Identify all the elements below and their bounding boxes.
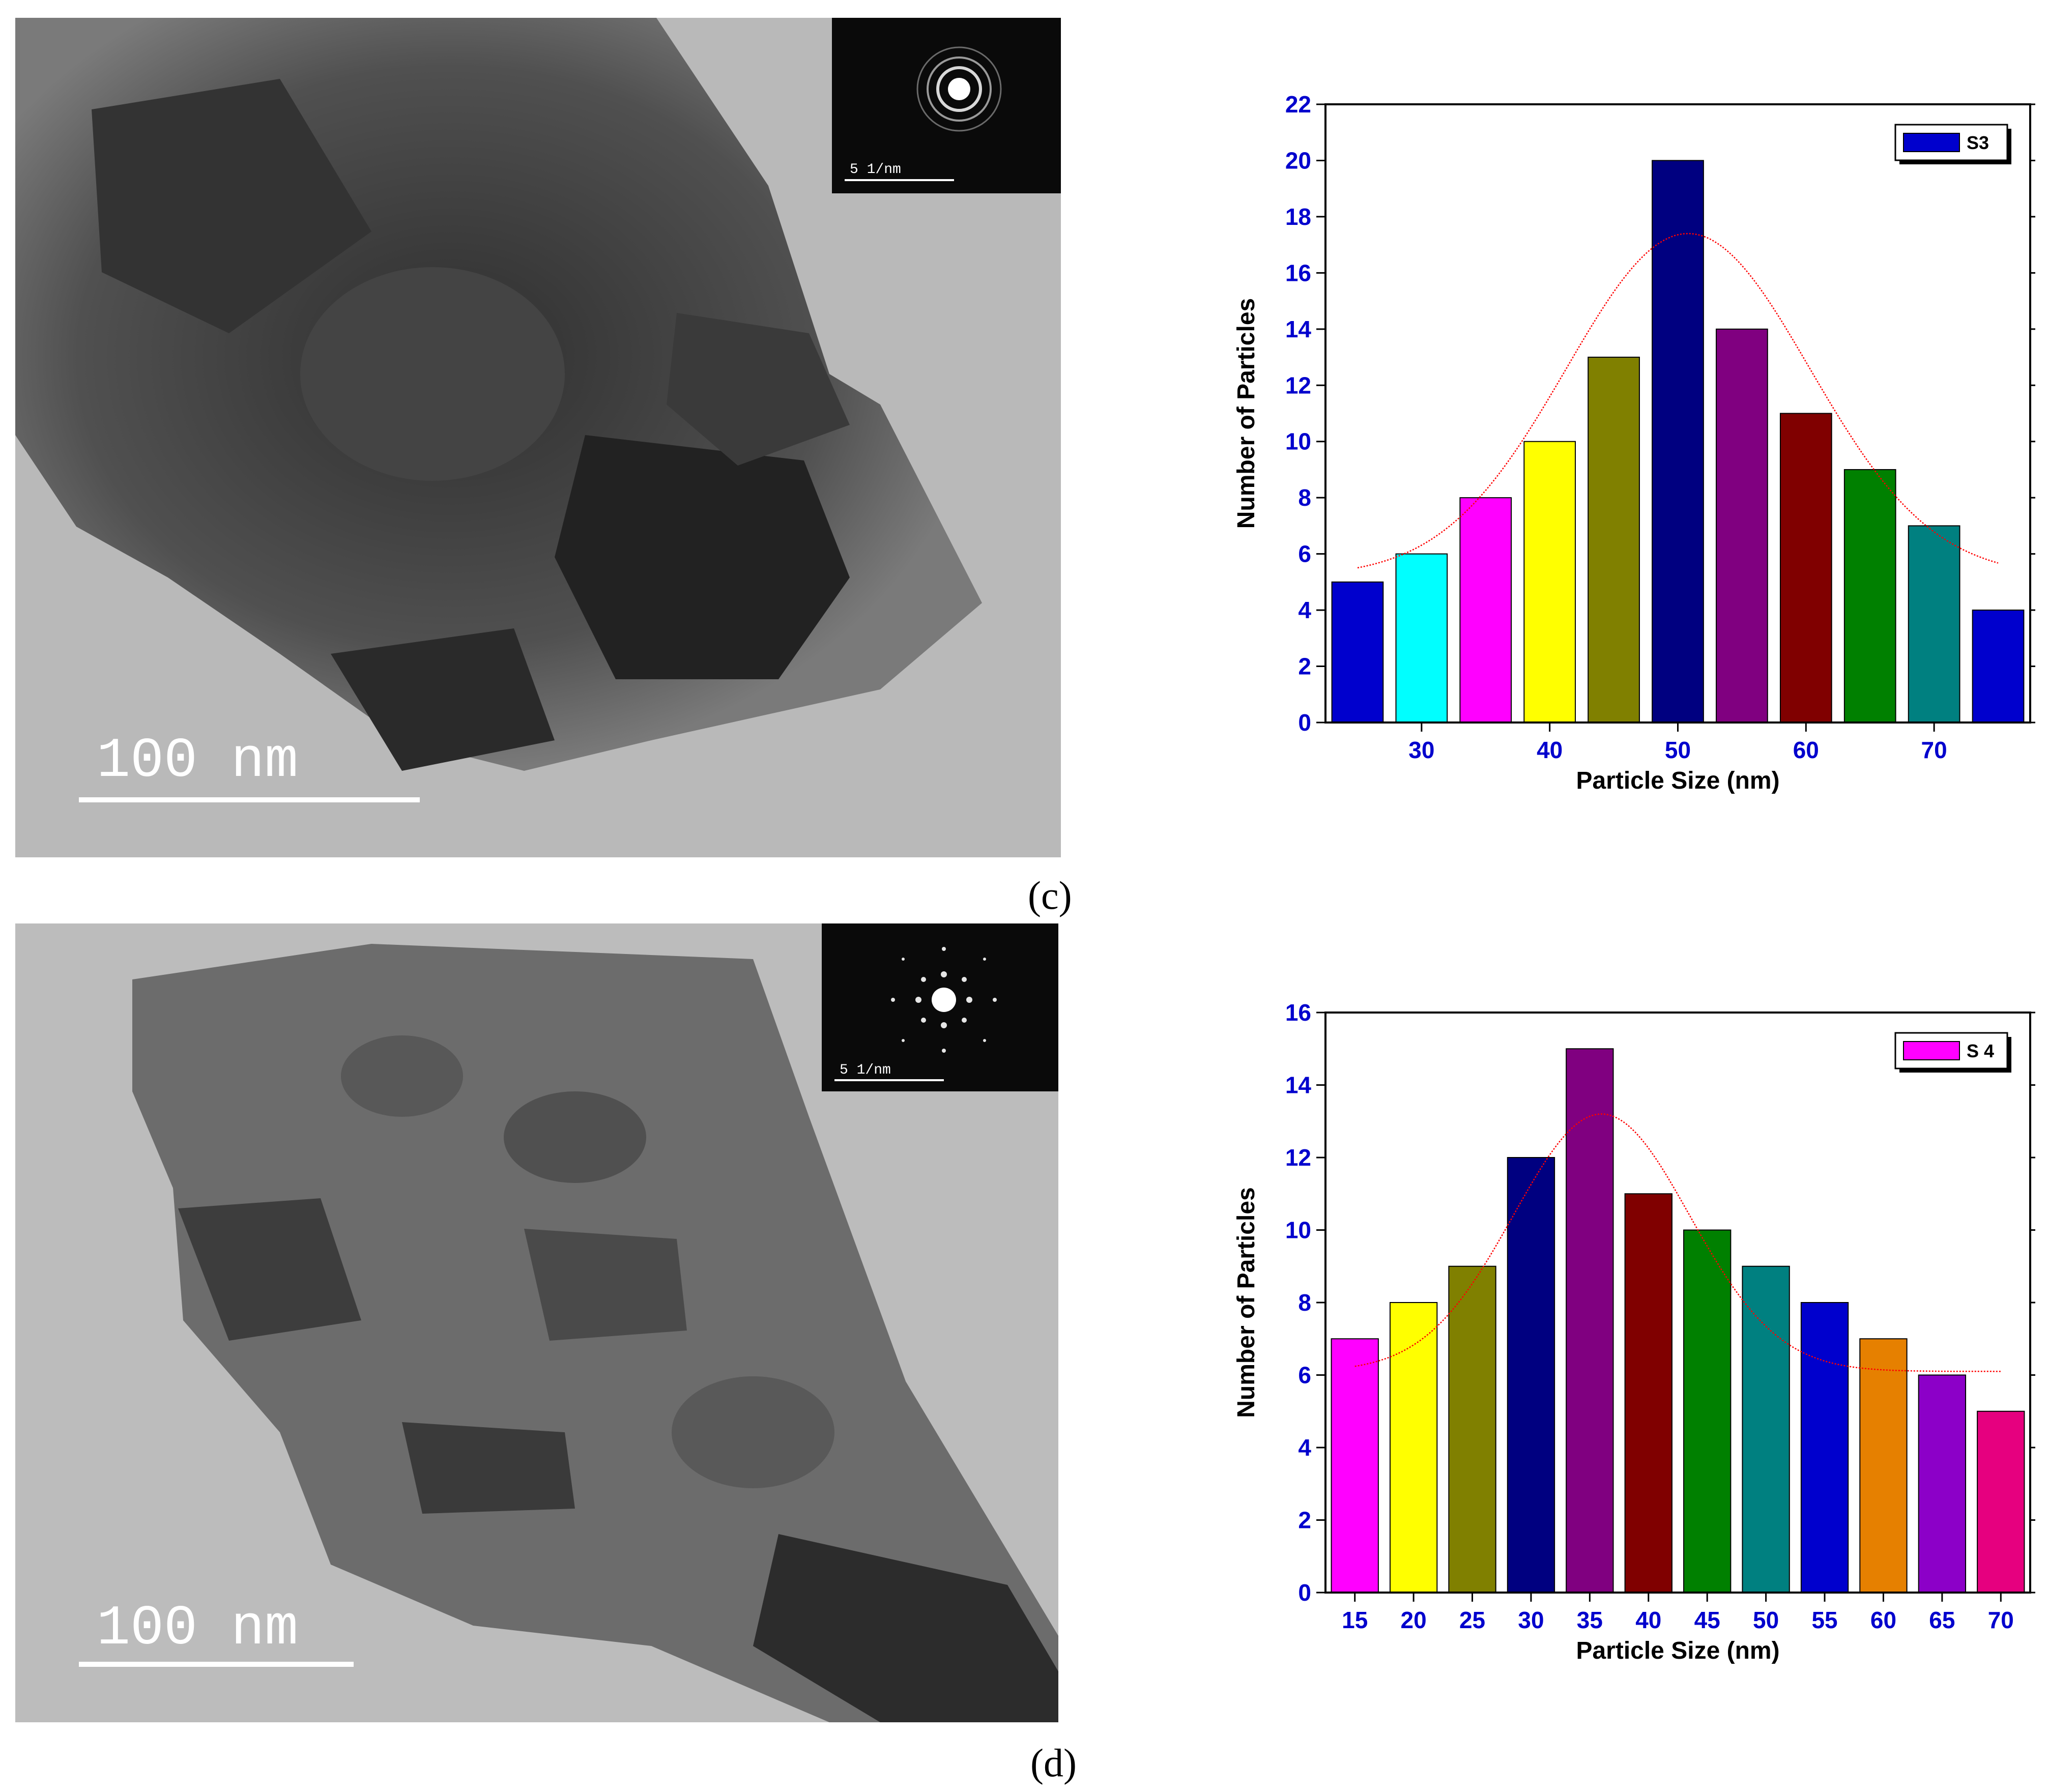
histogram-bar — [1566, 1048, 1614, 1593]
histogram-bar — [1331, 1338, 1379, 1593]
y-tick-label: 2 — [1298, 1507, 1311, 1534]
y-tick-label: 12 — [1285, 372, 1311, 398]
y-tick-label: 14 — [1285, 316, 1312, 342]
y-tick-label: 6 — [1298, 1362, 1311, 1389]
x-tick-label: 30 — [1408, 737, 1434, 763]
histogram-bar — [1977, 1410, 2025, 1593]
y-tick-label: 8 — [1298, 1289, 1311, 1316]
x-tick-label: 40 — [1537, 737, 1563, 763]
legend: S 4 — [1894, 1032, 2011, 1073]
scale-bar-label: 100 nm — [97, 730, 298, 793]
x-tick-label: 70 — [1988, 1607, 2014, 1633]
histogram-bar — [1523, 441, 1576, 723]
y-axis-label: Number of Particles — [1233, 1187, 1260, 1418]
y-tick-label: 22 — [1285, 91, 1311, 118]
x-tick-label: 30 — [1518, 1607, 1544, 1633]
y-tick-label: 20 — [1285, 147, 1311, 174]
histogram-bar — [1918, 1374, 1967, 1593]
x-tick-label: 50 — [1753, 1607, 1779, 1633]
y-tick-label: 10 — [1285, 428, 1311, 455]
panel-label-c: (c) — [1028, 873, 1072, 917]
histogram-bar — [1800, 1302, 1849, 1593]
histogram-bar — [1331, 581, 1384, 723]
y-axis-label: Number of Particles — [1233, 298, 1260, 529]
x-tick-label: 15 — [1342, 1607, 1368, 1633]
legend-label: S3 — [1967, 132, 1989, 153]
histogram-bar — [1683, 1229, 1732, 1593]
histogram-chart-d: 0 2 4 6 8 10 12 14 16 15 20 25 30 35 40 45 50 55 60 65 70 Par… — [1211, 997, 2045, 1682]
x-tick-label: 35 — [1577, 1607, 1603, 1633]
histogram-bar — [1459, 497, 1512, 723]
histogram-bar — [1908, 525, 1960, 724]
histogram-bar — [1448, 1265, 1496, 1593]
legend: S3 — [1894, 124, 2011, 164]
x-axis-label: Particle Size (nm) — [1576, 1637, 1779, 1664]
y-tick-label: 0 — [1298, 709, 1311, 736]
x-tick-label: 60 — [1793, 737, 1819, 763]
gaussian-fit-curve — [1354, 1113, 2001, 1372]
histogram-bar — [1859, 1338, 1908, 1593]
inset-scale-label: 5 1/nm — [840, 1062, 891, 1078]
gaussian-fit-curve — [1357, 233, 1999, 569]
y-tick-label: 16 — [1285, 259, 1311, 286]
y-tick-label: 4 — [1298, 597, 1311, 623]
histogram-svg-d: 0 2 4 6 8 10 12 14 16 15 20 25 30 35 40 45 50 55 60 65 70 Par… — [1233, 999, 2035, 1664]
inset-scale-label: 5 1/nm — [850, 162, 901, 178]
y-tick-label: 2 — [1298, 653, 1311, 680]
y-tick-label: 6 — [1298, 541, 1311, 567]
histogram-bar — [1395, 553, 1448, 723]
tem-micrograph-c: 100 nm 5 1/nm — [15, 18, 1061, 857]
x-tick-label: 50 — [1665, 737, 1691, 763]
histogram-bar — [1716, 328, 1768, 723]
legend-label: S 4 — [1967, 1040, 1994, 1061]
histogram-bar — [1588, 357, 1640, 723]
x-axis-label: Particle Size (nm) — [1576, 767, 1779, 794]
histogram-bar — [1742, 1265, 1790, 1593]
x-tick-label: 55 — [1811, 1607, 1837, 1633]
histogram-bar — [1624, 1193, 1672, 1593]
histogram-chart-c: 0 2 4 6 8 10 12 14 16 18 20 22 30 40 50 60 70 Particle Si… — [1211, 76, 2045, 832]
histogram-bar — [1652, 160, 1704, 723]
x-tick-label: 40 — [1635, 1607, 1661, 1633]
x-tick-label: 20 — [1401, 1607, 1427, 1633]
y-tick-label: 12 — [1285, 1144, 1311, 1171]
histogram-bar — [1779, 413, 1832, 723]
histogram-bar — [1843, 469, 1896, 723]
tem-micrograph-d: 100 nm 5 1/nm — [15, 923, 1058, 1722]
histogram-bar — [1507, 1157, 1555, 1593]
y-tick-label: 16 — [1285, 999, 1311, 1026]
x-tick-label: 65 — [1929, 1607, 1955, 1633]
scale-bar-label: 100 nm — [97, 1597, 298, 1661]
panel-label-d: (d) — [1030, 1741, 1077, 1785]
histogram-bar — [1389, 1302, 1438, 1593]
y-tick-label: 0 — [1298, 1579, 1311, 1606]
diffraction-inset: 5 1/nm — [822, 923, 1058, 1091]
histogram-bar — [1972, 610, 2025, 724]
x-tick-label: 60 — [1870, 1607, 1896, 1633]
x-tick-label: 70 — [1921, 737, 1947, 763]
x-tick-label: 45 — [1694, 1607, 1720, 1633]
y-tick-label: 10 — [1285, 1217, 1311, 1244]
legend-swatch — [1903, 1041, 1960, 1060]
histogram-svg-c: 0 2 4 6 8 10 12 14 16 18 20 22 30 40 50 60 70 Particle Si… — [1233, 91, 2035, 794]
y-tick-label: 18 — [1285, 204, 1311, 230]
legend-swatch — [1903, 133, 1960, 152]
x-tick-label: 25 — [1459, 1607, 1485, 1633]
diffraction-inset: 5 1/nm — [832, 18, 1061, 193]
y-tick-label: 14 — [1285, 1072, 1312, 1099]
y-tick-label: 4 — [1298, 1434, 1311, 1461]
y-tick-label: 8 — [1298, 484, 1311, 511]
